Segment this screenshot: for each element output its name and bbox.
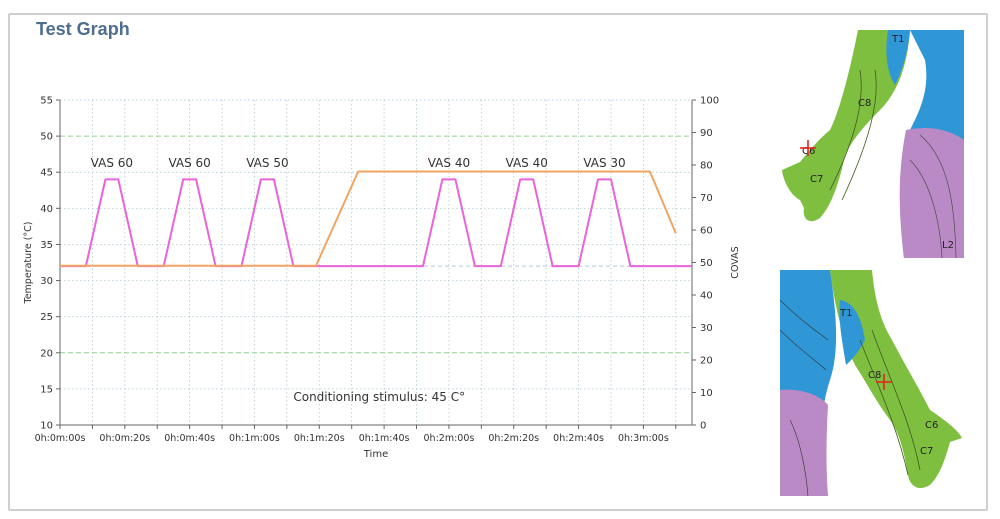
x-tick-label: 0h:1m:40s (359, 433, 410, 444)
x-tick-label: 0h:2m:40s (553, 433, 604, 444)
x-tick-label: 0h:0m:00s (35, 433, 86, 444)
y-right-tick-label: 100 (700, 96, 719, 107)
dermatome-label-c8-bottom: C8 (868, 370, 881, 381)
x-tick-label: 0h:3m:00s (618, 433, 669, 444)
y-right-tick-label: 80 (700, 161, 713, 172)
panel-title: Test Graph (30, 19, 136, 40)
dermatome-label-c7: C7 (810, 174, 823, 185)
stimulus-marker-icon-bottom (876, 374, 892, 390)
dermatome-label-l2: L2 (942, 240, 954, 251)
y-left-tick-label: 15 (40, 384, 53, 395)
y-right-tick-label: 0 (700, 421, 706, 432)
conditioning-note: Conditioning stimulus: 45 C° (293, 390, 465, 404)
vas-annotation: VAS 40 (428, 156, 470, 170)
vas-annotation: VAS 50 (246, 156, 288, 170)
y-right-tick-label: 20 (700, 356, 713, 367)
covas-series-line (60, 170, 677, 267)
stimulus-marker-icon (800, 140, 816, 156)
dermatome-label-c6-bottom: C6 (925, 420, 938, 431)
dermatome-label-t1-bottom: T1 (839, 308, 852, 319)
x-tick-label: 0h:2m:00s (424, 433, 475, 444)
y-left-tick-label: 45 (40, 168, 53, 179)
y-right-tick-label: 30 (700, 323, 713, 334)
x-tick-label: 0h:2m:20s (488, 433, 539, 444)
dermatome-label-t1: T1 (891, 34, 904, 45)
x-axis-title: Time (363, 449, 388, 460)
y-right-tick-label: 60 (700, 226, 713, 237)
y-left-tick-label: 50 (40, 132, 53, 143)
test-graph-panel: Test Graph (8, 13, 988, 511)
y-axis-right-title: COVAS (730, 246, 741, 278)
temperature-series-line (60, 178, 692, 268)
x-tick-label: 0h:0m:40s (164, 433, 215, 444)
y-right-tick-label: 10 (700, 388, 713, 399)
vas-annotation: VAS 60 (91, 156, 133, 170)
x-tick-label: 0h:0m:20s (99, 433, 150, 444)
y-left-tick-label: 30 (40, 276, 53, 287)
x-tick-label: 0h:1m:20s (294, 433, 345, 444)
y-right-tick-label: 90 (700, 128, 713, 139)
vas-annotation: VAS 30 (583, 156, 625, 170)
y-left-tick-label: 40 (40, 204, 53, 215)
y-left-tick-label: 35 (40, 240, 53, 251)
y-left-tick-label: 10 (40, 421, 53, 432)
y-right-tick-label: 40 (700, 291, 713, 302)
y-left-tick-label: 25 (40, 312, 53, 323)
arm-dermatome-bottom: T1 C8 C6 C7 (780, 270, 964, 496)
x-tick-label: 0h:1m:00s (229, 433, 280, 444)
y-left-tick-label: 20 (40, 348, 53, 359)
dermatome-label-c8: C8 (858, 98, 871, 109)
y-right-tick-label: 70 (700, 193, 713, 204)
vas-annotation: VAS 40 (506, 156, 548, 170)
vas-annotation: VAS 60 (168, 156, 210, 170)
dermatome-label-c7-bottom: C7 (920, 446, 933, 457)
y-axis-left-title: Temperature (°C) (23, 222, 34, 305)
y-left-tick-label: 55 (40, 96, 53, 107)
arm-dermatome-top: T1 C8 C6 C7 L2 (780, 30, 964, 258)
y-right-tick-label: 50 (700, 258, 713, 269)
